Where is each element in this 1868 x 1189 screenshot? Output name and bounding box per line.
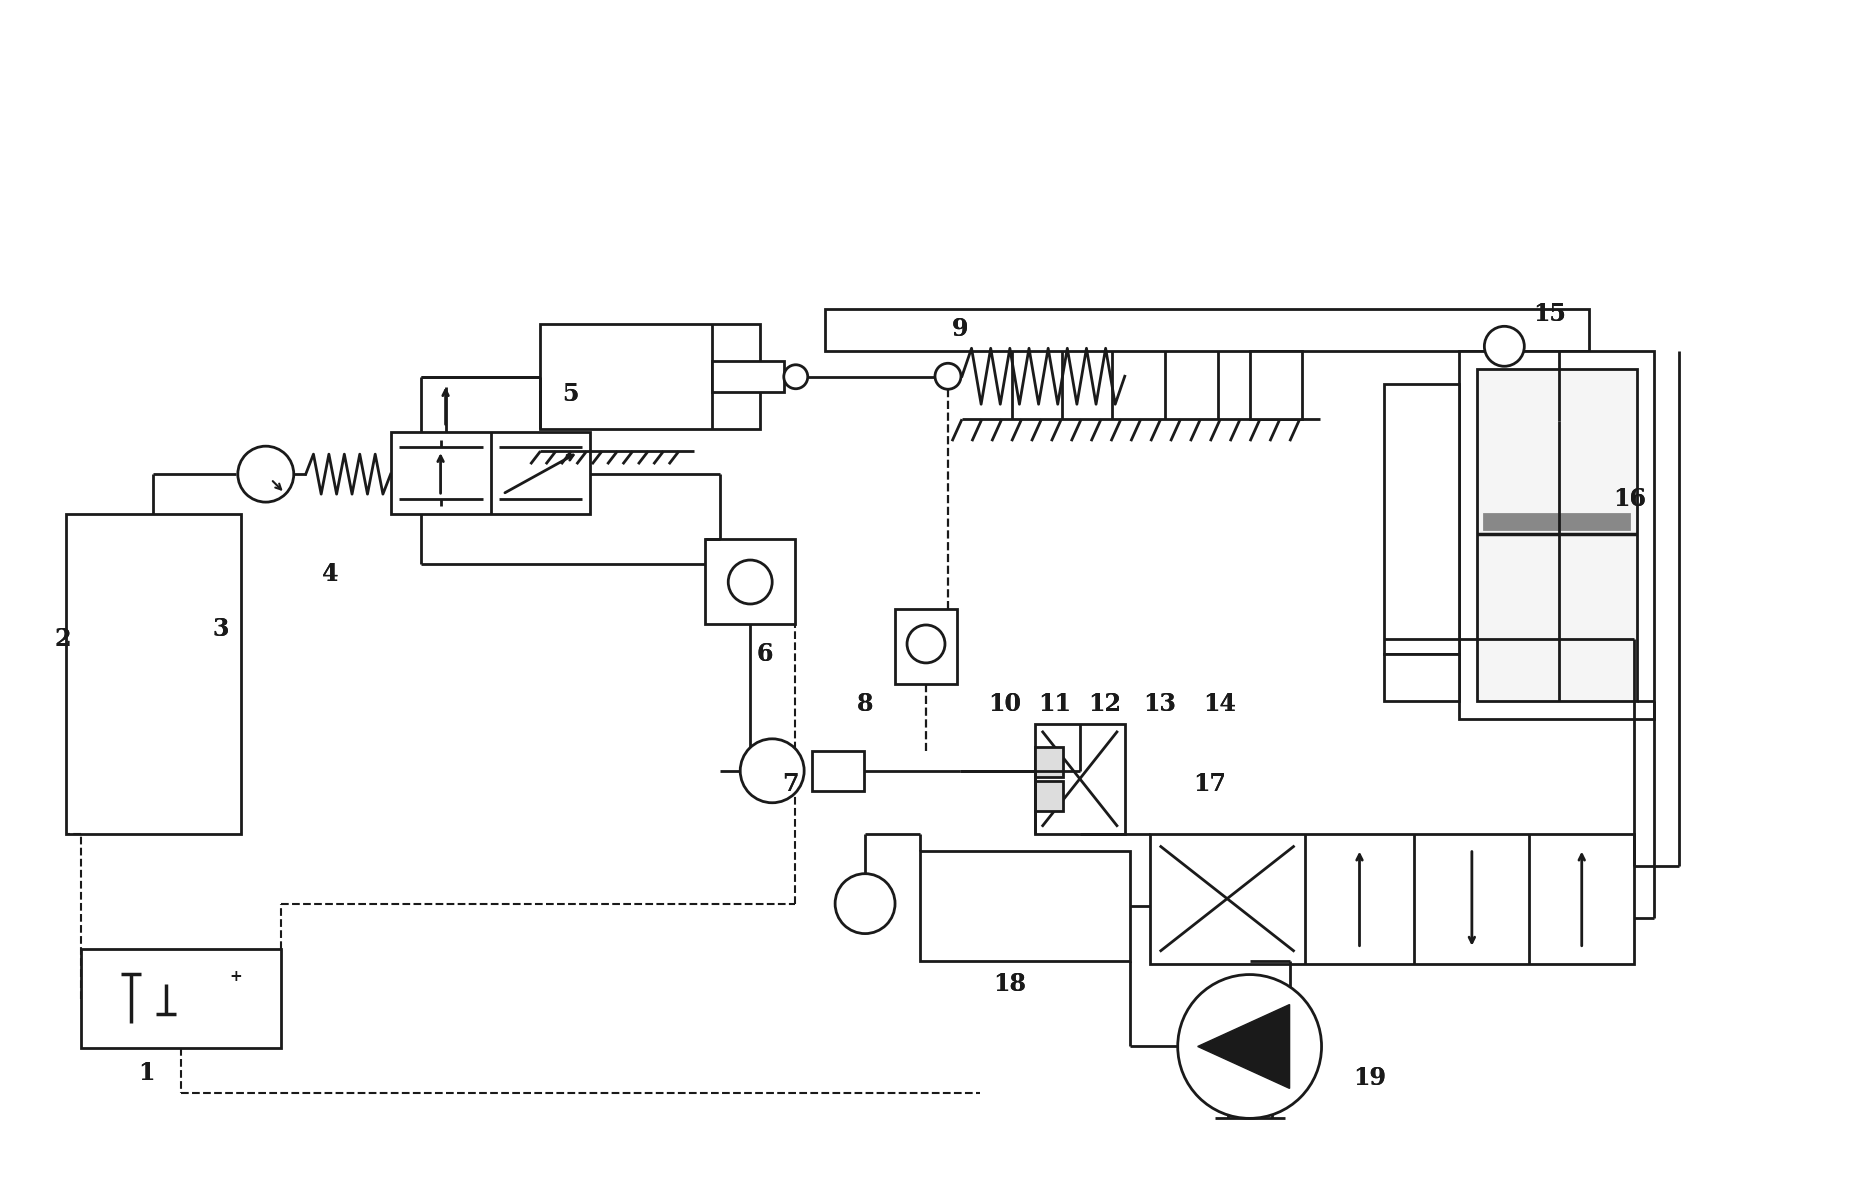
Circle shape	[936, 364, 960, 389]
Text: 10: 10	[988, 692, 1022, 716]
Text: +: +	[230, 969, 243, 984]
Bar	[1478, 370, 1636, 700]
Circle shape	[237, 446, 293, 502]
Text: 1: 1	[138, 1062, 155, 1086]
Bar	[1485, 514, 1629, 529]
Circle shape	[1485, 326, 1524, 366]
Text: 8: 8	[857, 692, 874, 716]
Text: 15: 15	[1534, 302, 1565, 326]
Bar	[1035, 724, 1125, 833]
Bar	[390, 432, 590, 514]
Text: 16: 16	[1612, 487, 1646, 511]
Bar	[1149, 833, 1634, 963]
Text: 5: 5	[562, 382, 579, 407]
Bar	[1250, 351, 1302, 420]
Text: 8: 8	[857, 692, 874, 716]
Text: 5: 5	[562, 382, 579, 407]
Text: 13: 13	[1143, 692, 1177, 716]
Circle shape	[908, 625, 945, 663]
Bar	[712, 361, 785, 392]
Text: 6: 6	[757, 642, 773, 666]
Bar	[826, 309, 1590, 351]
Bar	[706, 539, 796, 624]
Text: 10: 10	[988, 692, 1022, 716]
Circle shape	[785, 365, 807, 389]
Text: 19: 19	[1352, 1067, 1386, 1090]
Text: 7: 7	[783, 772, 798, 795]
Text: 6: 6	[757, 642, 773, 666]
Bar	[65, 514, 241, 833]
Bar	[80, 949, 280, 1049]
Text: 16: 16	[1612, 487, 1646, 511]
Bar	[895, 609, 956, 684]
Text: 7: 7	[783, 772, 798, 795]
Text: 9: 9	[951, 317, 968, 341]
Bar	[1459, 351, 1655, 719]
Polygon shape	[1197, 1005, 1289, 1088]
Text: 3: 3	[213, 617, 230, 641]
Bar	[1384, 384, 1459, 654]
Circle shape	[740, 738, 803, 803]
Bar	[1035, 747, 1063, 776]
Text: 11: 11	[1039, 692, 1072, 716]
Text: 15: 15	[1534, 302, 1565, 326]
Bar	[1035, 781, 1063, 811]
Text: 3: 3	[213, 617, 230, 641]
Circle shape	[1177, 975, 1321, 1119]
Text: 19: 19	[1352, 1067, 1386, 1090]
Text: 13: 13	[1143, 692, 1177, 716]
Circle shape	[835, 874, 895, 933]
Bar	[921, 850, 1130, 961]
Text: 12: 12	[1089, 692, 1121, 716]
Text: 17: 17	[1194, 772, 1225, 795]
Text: 17: 17	[1194, 772, 1225, 795]
Text: 2: 2	[54, 627, 71, 650]
Text: 14: 14	[1203, 692, 1237, 716]
Bar	[1384, 654, 1459, 700]
Bar	[813, 750, 865, 791]
Text: 4: 4	[323, 562, 338, 586]
Text: 9: 9	[951, 317, 968, 341]
Text: 1: 1	[138, 1062, 155, 1086]
Circle shape	[729, 560, 771, 604]
Text: 18: 18	[994, 971, 1026, 995]
Text: 4: 4	[323, 562, 338, 586]
Text: 12: 12	[1089, 692, 1121, 716]
Text: 2: 2	[54, 627, 71, 650]
Bar	[540, 325, 760, 429]
Text: 11: 11	[1039, 692, 1072, 716]
Text: 18: 18	[994, 971, 1026, 995]
Text: 14: 14	[1203, 692, 1237, 716]
